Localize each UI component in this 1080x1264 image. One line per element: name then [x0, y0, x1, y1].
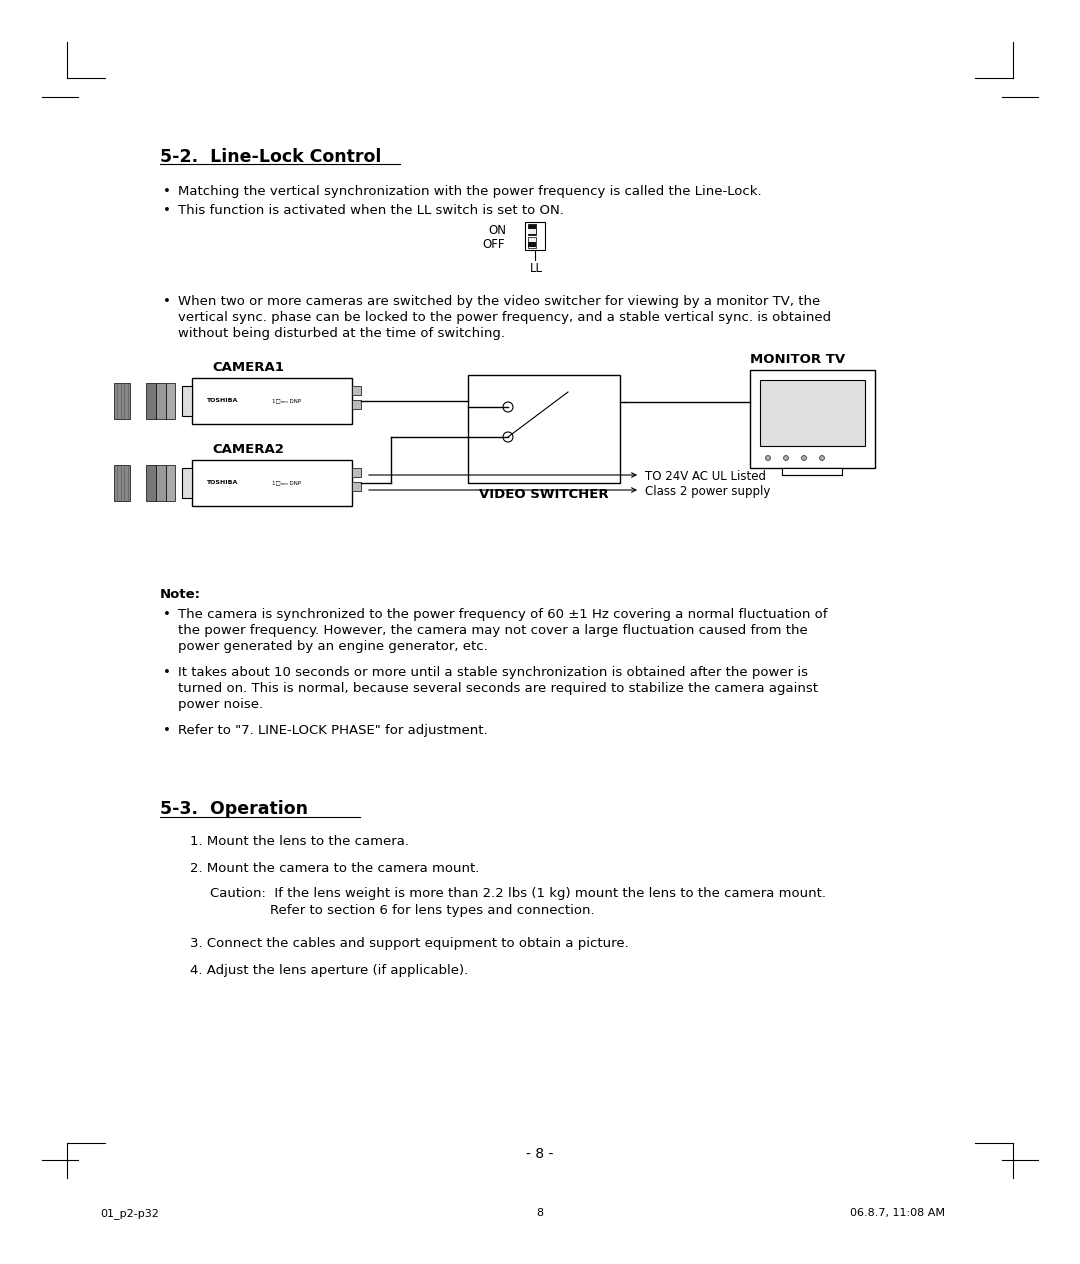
Text: MONITOR TV: MONITOR TV: [750, 353, 846, 367]
Circle shape: [801, 455, 807, 460]
Text: 1□ₘₘ DNP: 1□ₘₘ DNP: [272, 398, 301, 403]
Bar: [528, 229, 536, 234]
Text: When two or more cameras are switched by the video switcher for viewing by a mon: When two or more cameras are switched by…: [178, 295, 820, 308]
Bar: [760, 380, 865, 446]
Text: TOSHIBA: TOSHIBA: [206, 480, 238, 485]
Text: 06.8.7, 11:08 AM: 06.8.7, 11:08 AM: [850, 1208, 945, 1218]
Text: The camera is synchronized to the power frequency of 60 ±1 Hz covering a normal : The camera is synchronized to the power …: [178, 608, 827, 621]
Bar: [166, 383, 175, 418]
Text: 1□ₘₘ DNP: 1□ₘₘ DNP: [272, 480, 301, 485]
Text: •: •: [163, 295, 171, 308]
Text: CAMERA2: CAMERA2: [212, 442, 284, 456]
Bar: [352, 386, 361, 394]
Text: Caution:  If the lens weight is more than 2.2 lbs (1 kg) mount the lens to the c: Caution: If the lens weight is more than…: [210, 887, 826, 900]
Circle shape: [766, 455, 770, 460]
Text: •: •: [163, 666, 171, 679]
Text: Refer to "7. LINE-LOCK PHASE" for adjustment.: Refer to "7. LINE-LOCK PHASE" for adjust…: [178, 724, 488, 737]
Text: •: •: [163, 724, 171, 737]
Text: LL: LL: [530, 262, 543, 276]
Bar: [166, 465, 175, 501]
Text: - 8 -: - 8 -: [526, 1146, 554, 1162]
Text: turned on. This is normal, because several seconds are required to stabilize the: turned on. This is normal, because sever…: [178, 683, 818, 695]
Text: •: •: [163, 608, 171, 621]
Bar: [525, 222, 545, 250]
Bar: [528, 224, 536, 235]
Text: This function is activated when the LL switch is set to ON.: This function is activated when the LL s…: [178, 204, 564, 217]
Bar: [750, 370, 875, 468]
Text: CAMERA1: CAMERA1: [212, 362, 284, 374]
Bar: [468, 375, 620, 483]
Text: 3. Connect the cables and support equipment to obtain a picture.: 3. Connect the cables and support equipm…: [190, 937, 629, 951]
Text: •: •: [163, 204, 171, 217]
Text: Note:: Note:: [160, 588, 201, 600]
Text: power noise.: power noise.: [178, 698, 264, 710]
Text: •: •: [163, 185, 171, 198]
Text: 1. Mount the lens to the camera.: 1. Mount the lens to the camera.: [190, 836, 409, 848]
Text: 4. Adjust the lens aperture (if applicable).: 4. Adjust the lens aperture (if applicab…: [190, 964, 469, 977]
Text: It takes about 10 seconds or more until a stable synchronization is obtained aft: It takes about 10 seconds or more until …: [178, 666, 808, 679]
Text: TOSHIBA: TOSHIBA: [206, 398, 238, 403]
Text: 5-2.  Line-Lock Control: 5-2. Line-Lock Control: [160, 148, 381, 166]
Bar: [528, 241, 536, 246]
Text: without being disturbed at the time of switching.: without being disturbed at the time of s…: [178, 327, 505, 340]
Bar: [528, 238, 536, 248]
Bar: [114, 383, 130, 418]
Bar: [114, 465, 130, 501]
Circle shape: [503, 432, 513, 442]
Bar: [146, 465, 156, 501]
Bar: [146, 383, 156, 418]
Bar: [352, 468, 361, 477]
Circle shape: [820, 455, 824, 460]
Text: 5-3.  Operation: 5-3. Operation: [160, 800, 308, 818]
Text: Refer to section 6 for lens types and connection.: Refer to section 6 for lens types and co…: [270, 904, 595, 916]
Bar: [192, 460, 352, 506]
Text: TO 24V AC UL Listed: TO 24V AC UL Listed: [645, 470, 766, 483]
Bar: [183, 386, 192, 416]
Text: power generated by an engine generator, etc.: power generated by an engine generator, …: [178, 640, 488, 653]
Bar: [352, 399, 361, 410]
Text: OFF: OFF: [482, 238, 504, 252]
Text: 2. Mount the camera to the camera mount.: 2. Mount the camera to the camera mount.: [190, 862, 480, 875]
Bar: [156, 383, 166, 418]
Text: 01_p2-p32: 01_p2-p32: [100, 1208, 159, 1218]
Bar: [352, 482, 361, 490]
Text: VIDEO SWITCHER: VIDEO SWITCHER: [480, 488, 609, 501]
Bar: [782, 468, 842, 475]
Bar: [183, 468, 192, 498]
Text: Matching the vertical synchronization with the power frequency is called the Lin: Matching the vertical synchronization wi…: [178, 185, 761, 198]
Text: vertical sync. phase can be locked to the power frequency, and a stable vertical: vertical sync. phase can be locked to th…: [178, 311, 832, 324]
Circle shape: [503, 402, 513, 412]
Bar: [192, 378, 352, 423]
Text: the power frequency. However, the camera may not cover a large fluctuation cause: the power frequency. However, the camera…: [178, 624, 808, 637]
Text: ON: ON: [488, 224, 507, 238]
Circle shape: [783, 455, 788, 460]
Text: 8: 8: [537, 1208, 543, 1218]
Text: Class 2 power supply: Class 2 power supply: [645, 485, 770, 498]
Bar: [156, 465, 166, 501]
